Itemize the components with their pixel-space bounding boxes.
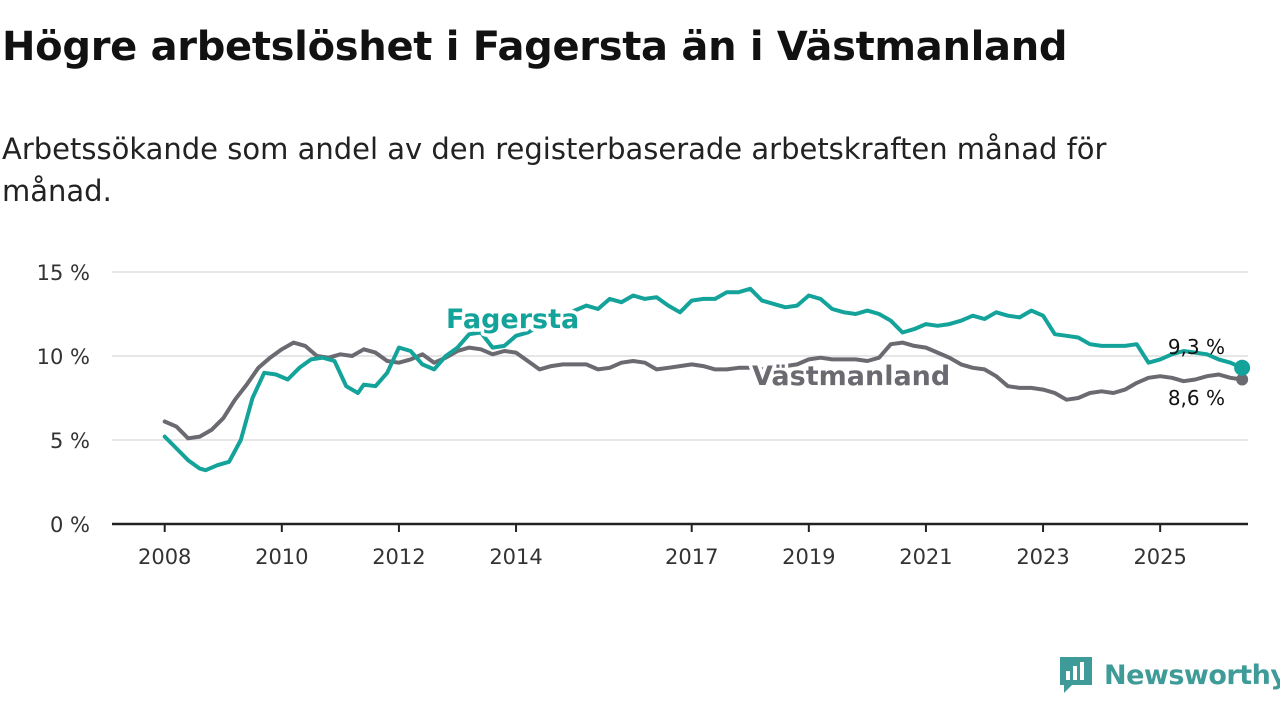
x-tick-label: 2008 (138, 545, 191, 569)
chart-subtitle: Arbetssökande som andel av den registerb… (2, 132, 1107, 208)
y-tick-label: 15 % (37, 261, 90, 285)
series-line-fagersta (162, 286, 1245, 473)
x-tick-label: 2014 (489, 545, 542, 569)
y-tick-label: 10 % (37, 345, 90, 369)
series-label-fagersta: Fagersta (446, 304, 579, 335)
brand-name: Newsworthy (1104, 659, 1280, 691)
end-point-vastmanland (1236, 373, 1249, 386)
end-point-fagersta (1234, 359, 1251, 376)
newsworthy-logo-icon (1060, 657, 1092, 693)
chart-title: Högre arbetslöshet i Fagersta än i Västm… (2, 24, 1068, 70)
newsworthy-brand[interactable]: Newsworthy (1058, 653, 1280, 697)
x-tick-label: 2010 (255, 545, 308, 569)
series-line-vastmanland (162, 340, 1245, 441)
series-label-vastmanland: Västmanland (752, 361, 950, 392)
x-tick-label: 2012 (372, 545, 425, 569)
x-tick-label: 2025 (1133, 545, 1186, 569)
x-tick-label: 2017 (665, 545, 718, 569)
y-tick-label: 5 % (50, 429, 90, 453)
end-label-vastmanland: 8,6 % (1168, 386, 1225, 410)
end-label-fagersta: 9,3 % (1168, 335, 1225, 359)
y-tick-label: 0 % (50, 513, 90, 537)
x-tick-label: 2023 (1016, 545, 1069, 569)
x-tick-label: 2021 (899, 545, 952, 569)
x-tick-label: 2019 (782, 545, 835, 569)
